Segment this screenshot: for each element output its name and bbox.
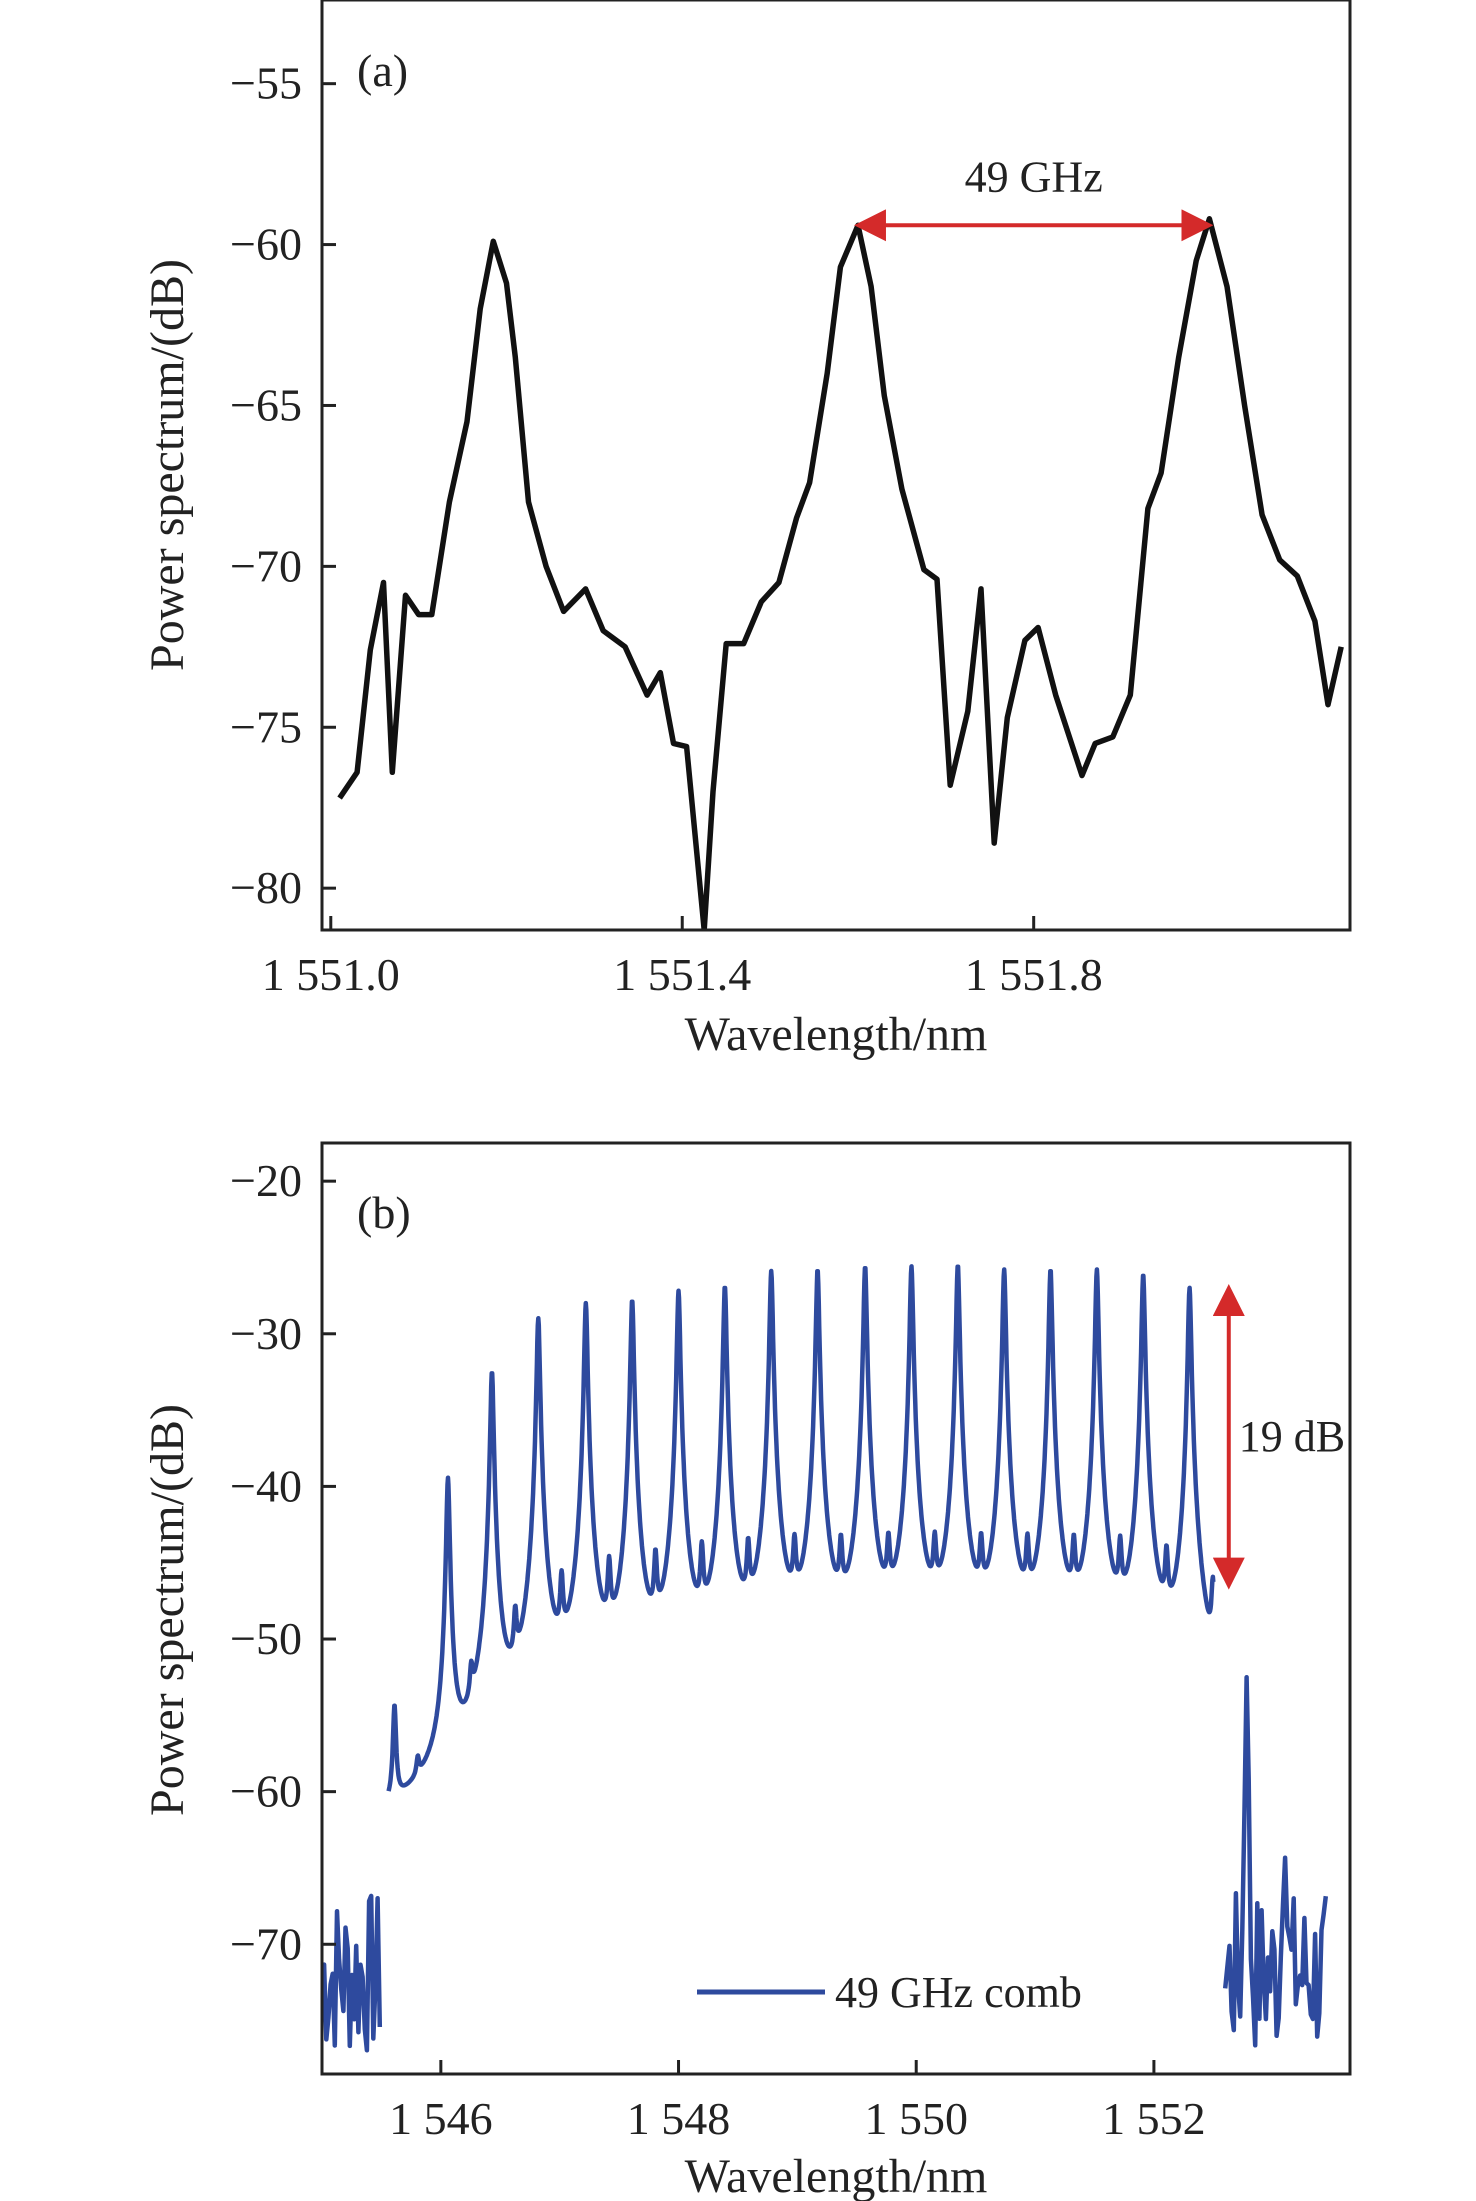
chart-panel-b: 1 546 1 548 1 550 1 552 −20 −30 −40 −50 −60 −70 (… [141, 1141, 1352, 2201]
legend: 49 GHz comb [697, 1968, 1082, 2017]
panel-b-label: (b) [357, 1187, 411, 1238]
panel-b-y-axis-label: Power spectrum/(dB) [141, 1404, 194, 1816]
panel-b-x-tick-label: 1 550 [864, 2093, 968, 2144]
noise-floor-line [1222, 1674, 1329, 2048]
panel-b-y-tick-label: −30 [230, 1308, 302, 1359]
panel-a-x-axis-label: Wavelength/nm [685, 1008, 988, 1061]
panel-b-y-tick-label: −60 [230, 1766, 302, 1817]
panel-a-y-axis-label: Power spectrum/(dB) [141, 259, 194, 671]
flatness-annotation: 19 dB [1239, 1412, 1345, 1461]
panel-b-frame [320, 1141, 1352, 2076]
spectrum-line-a [337, 216, 1344, 930]
panel-b-x-axis-label: Wavelength/nm [685, 2150, 988, 2201]
panel-a-data-layer [337, 216, 1344, 930]
panel-a-y-tick-label: −70 [230, 540, 302, 591]
panel-b-y-tick-label: −40 [230, 1460, 302, 1511]
panel-b-x-tick-label: 1 552 [1102, 2093, 1206, 2144]
spacing-annotation: 49 GHz [965, 152, 1103, 201]
panel-b-y-tick-label: −70 [230, 1918, 302, 1969]
panel-b-y-tick-label: −50 [230, 1613, 302, 1664]
panel-a-x-tick-label: 1 551.4 [613, 949, 751, 1000]
panel-a-y-tick-label: −75 [230, 701, 302, 752]
panel-a-axes: 1 551.0 1 551.4 1 551.8 −55 −60 −65 −70 −75 −80 [230, 58, 1103, 1000]
panel-b-x-tick-label: 1 546 [389, 2093, 493, 2144]
panel-b-data-layer [322, 1264, 1329, 2053]
chart-panel-a: 1 551.0 1 551.4 1 551.8−55−60−65−70−75−80 … [141, 0, 1352, 1061]
panel-a-frame [320, 0, 1352, 932]
panel-a-label: (a) [357, 45, 408, 96]
comb-spectrum-line [386, 1264, 1216, 1792]
panel-a-y-tick-label: −80 [230, 862, 302, 913]
panel-a-x-tick-label: 1 551.8 [965, 949, 1103, 1000]
legend-label: 49 GHz comb [835, 1968, 1082, 2017]
noise-floor-line [322, 1893, 383, 2053]
panel-a-y-tick-label: −60 [230, 219, 302, 270]
panel-b-x-tick-label: 1 548 [627, 2093, 731, 2144]
panel-b-y-tick-label: −20 [230, 1155, 302, 1206]
panel-a-x-tick-label: 1 551.0 [262, 949, 400, 1000]
panel-a-y-tick-label: −55 [230, 58, 302, 109]
panel-a-y-tick-label: −65 [230, 379, 302, 430]
panel-b-axes: 1 546 1 548 1 550 1 552 −20 −30 −40 −50 −60 −70 [230, 1155, 1206, 2144]
